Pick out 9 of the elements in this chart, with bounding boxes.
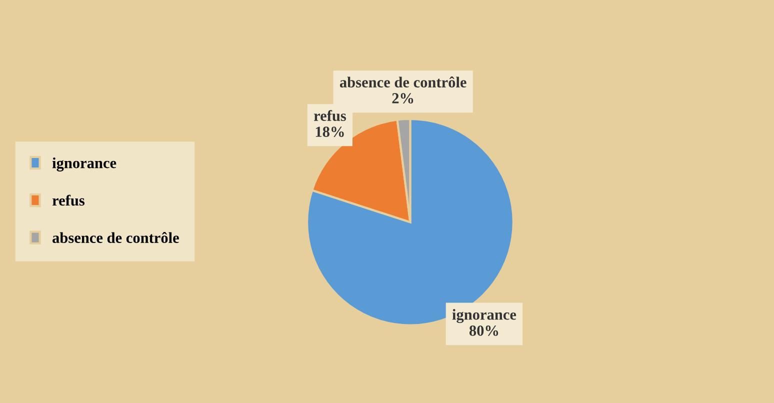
data-label: 80%	[469, 326, 498, 336]
legend-label: ignorance	[52, 157, 116, 172]
slice-label: refus	[314, 110, 346, 121]
legend-label: absence de contrôle	[52, 232, 179, 243]
legend-label: refus	[52, 194, 84, 206]
slice-label: ignorance	[452, 309, 516, 323]
slice-label: absence de contrôle	[340, 76, 466, 88]
data-label: 18%	[316, 126, 344, 137]
data-label: 2%	[392, 93, 414, 104]
